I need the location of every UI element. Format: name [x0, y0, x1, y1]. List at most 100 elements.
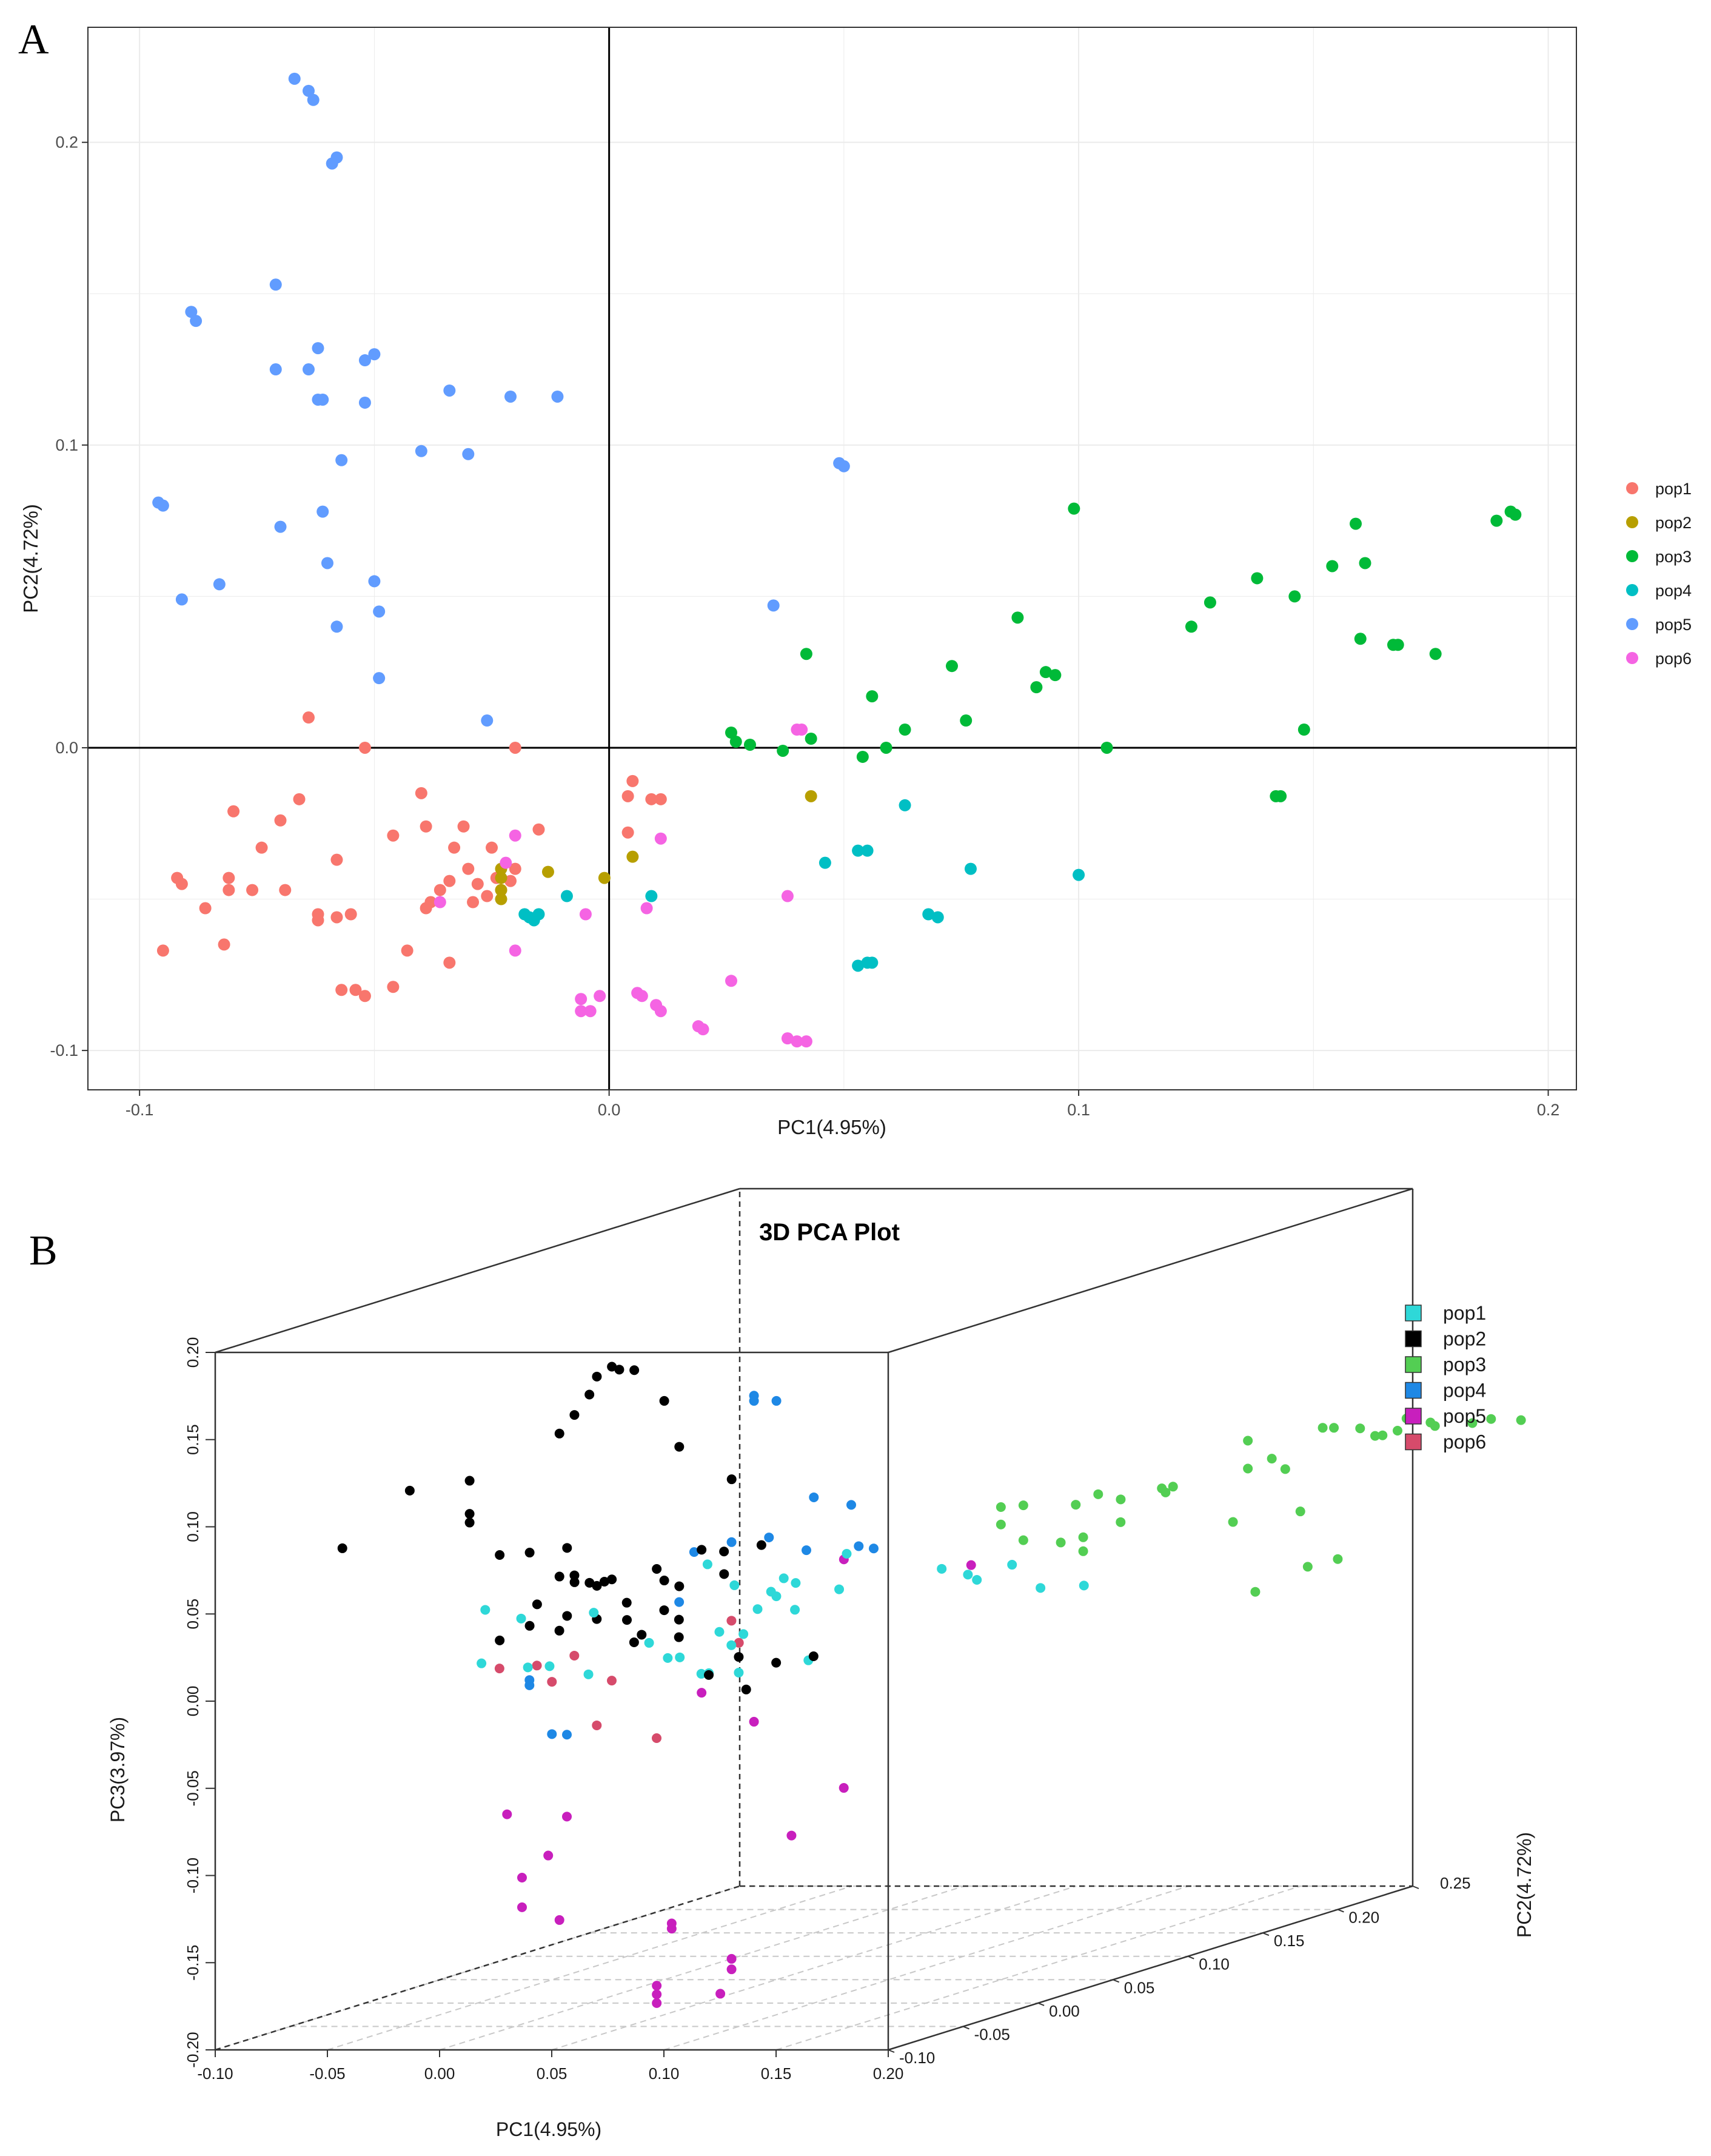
panel-a-point-pop3: [1326, 560, 1339, 573]
panel-a-legend-label-pop6: pop6: [1655, 650, 1692, 668]
panel-a-point-pop5: [302, 84, 315, 97]
panel-a-point-pop6: [697, 1023, 709, 1036]
panel-a-point-pop1: [349, 984, 362, 996]
panel-b-point-pop3: [1018, 1535, 1028, 1545]
panel-a-point-pop4: [852, 959, 865, 972]
panel-a-point-pop1: [481, 890, 494, 902]
panel-a-point-pop3: [899, 724, 911, 736]
panel-a-point-pop6: [781, 890, 794, 902]
panel-b-point-pop3: [1078, 1532, 1088, 1542]
panel-a-point-pop1: [645, 793, 658, 805]
panel-b-point-pop3: [1267, 1454, 1277, 1464]
panel-b-point-pop2: [592, 1580, 602, 1591]
panel-a-legend-label-pop2: pop2: [1655, 514, 1692, 532]
panel-b-point-pop4: [524, 1675, 535, 1685]
panel-b-y-tick-mark: [1037, 2002, 1045, 2006]
panel-b-point-pop3: [1056, 1537, 1066, 1548]
panel-b-point-pop3: [1228, 1517, 1238, 1527]
panel-a-point-pop4: [861, 844, 874, 857]
panel-b-point-pop6: [569, 1650, 580, 1661]
panel-b-point-pop3: [1243, 1436, 1253, 1446]
panel-b-point-pop2: [554, 1571, 564, 1582]
panel-a-point-pop4: [964, 862, 977, 875]
panel-a-y-tick-label: 0.0: [55, 739, 78, 757]
panel-a-point-pop4: [866, 956, 879, 969]
panel-a-point-pop1: [344, 908, 357, 921]
panel-b-point-pop1: [675, 1652, 685, 1662]
panel-b-legend-label-pop1: pop1: [1443, 1302, 1486, 1324]
panel-a-point-pop5: [288, 72, 301, 85]
panel-b-floor-grid-line-x: [327, 1886, 852, 2050]
panel-b-point-pop5: [697, 1688, 707, 1698]
panel-a-point-pop3: [945, 660, 958, 673]
panel-b-point-pop2: [629, 1637, 639, 1648]
panel-b-legend-swatch-pop6: [1405, 1433, 1422, 1451]
panel-b-point-pop2: [614, 1365, 624, 1375]
panel-b-points: [337, 1362, 1526, 2008]
panel-b-point-pop5: [966, 1560, 976, 1570]
panel-b-point-pop1: [1079, 1580, 1089, 1591]
panel-b-point-pop3: [1333, 1554, 1343, 1564]
panel-a-point-pop3: [1509, 508, 1522, 521]
panel-a-point-pop3: [1204, 596, 1216, 609]
panel-a-point-pop6: [640, 902, 653, 915]
panel-a-point-pop6: [725, 975, 737, 987]
panel-a-point-pop1: [420, 902, 432, 915]
panel-a-point-pop1: [654, 793, 667, 805]
panel-b-point-pop3: [1486, 1414, 1496, 1424]
panel-b-point-pop3: [1116, 1517, 1126, 1527]
panel-b-legend-swatch-pop4: [1405, 1382, 1422, 1399]
panel-b-point-pop1: [766, 1587, 776, 1597]
panel-b-point-pop3: [1116, 1494, 1126, 1505]
panel-b-point-pop2: [584, 1577, 595, 1588]
panel-b-point-pop2: [495, 1635, 505, 1645]
panel-b-z-tick-label: 0.10: [184, 1511, 202, 1542]
panel-b-floor-grid-line-x: [775, 1886, 1301, 2050]
panel-b-point-pop5: [726, 1953, 737, 1964]
panel-b-point-pop2: [554, 1625, 564, 1636]
panel-b-point-pop4: [771, 1395, 782, 1406]
panel-b-legend-swatch-pop5: [1405, 1408, 1422, 1425]
panel-a-point-pop1: [621, 790, 634, 802]
panel-b-z-tick-label: -0.10: [184, 1858, 202, 1893]
panel-b-point-pop2: [569, 1410, 580, 1420]
panel-b-z-tick-label: -0.05: [184, 1770, 202, 1806]
panel-b-point-pop4: [809, 1492, 819, 1502]
panel-b-floor-grid-line-x: [663, 1886, 1189, 2050]
panel-a-point-pop3: [1350, 517, 1362, 530]
panel-a-series-pop5: [152, 72, 850, 727]
panel-a-point-pop3: [1297, 724, 1310, 736]
panel-b-point-pop3: [1355, 1423, 1365, 1434]
panel-b-point-pop3: [1302, 1562, 1313, 1572]
panel-a-point-pop5: [368, 575, 381, 588]
panel-b-point-pop2: [337, 1543, 347, 1553]
panel-b-x-tick-label: 0.05: [537, 2064, 568, 2083]
panel-a-point-pop1: [274, 814, 287, 827]
panel-a-point-pop6: [594, 990, 606, 1002]
panel-a-point-pop1: [387, 829, 400, 842]
panel-a-point-pop4: [931, 911, 944, 924]
panel-b-point-pop3: [1329, 1423, 1339, 1433]
panel-b-point-pop6: [494, 1664, 504, 1674]
panel-b-point-pop1: [583, 1669, 594, 1679]
panel-a-point-pop1: [223, 884, 235, 896]
panel-b-legend-label-pop6: pop6: [1443, 1431, 1486, 1453]
panel-a-point-pop6: [584, 1005, 597, 1018]
panel-b-point-pop3: [1168, 1482, 1178, 1492]
panel-a-point-pop1: [156, 944, 169, 957]
panel-b-point-pop1: [544, 1661, 555, 1671]
panel-a-point-pop3: [856, 750, 869, 763]
panel-b-point-pop2: [741, 1684, 751, 1694]
panel-a-legend-marker-pop3: [1626, 550, 1638, 562]
panel-b-point-pop5: [715, 1989, 726, 1999]
panel-b-point-pop5: [517, 1902, 527, 1912]
panel-b-point-pop5: [502, 1809, 512, 1819]
panel-a-point-pop1: [415, 787, 427, 799]
panel-a-point-pop5: [307, 93, 320, 106]
panel-a-point-pop1: [312, 914, 324, 927]
panel-b-point-pop2: [756, 1540, 766, 1550]
panel-a-point-pop1: [532, 823, 545, 836]
panel-b-point-pop2: [659, 1576, 669, 1586]
panel-b-point-pop2: [726, 1474, 737, 1485]
panel-a-point-pop1: [218, 938, 230, 951]
